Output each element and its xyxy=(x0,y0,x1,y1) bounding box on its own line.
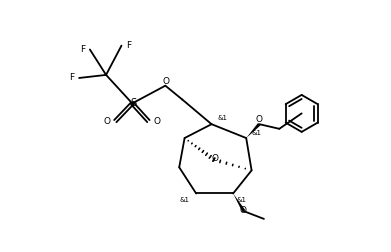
Polygon shape xyxy=(246,123,260,138)
Text: O: O xyxy=(104,117,111,126)
Text: &1: &1 xyxy=(180,197,190,203)
Text: O: O xyxy=(240,206,247,215)
Text: F: F xyxy=(69,74,75,82)
Text: F: F xyxy=(126,41,131,50)
Text: O: O xyxy=(153,117,160,126)
Polygon shape xyxy=(233,194,246,212)
Text: O: O xyxy=(256,115,263,124)
Text: S: S xyxy=(130,98,136,108)
Text: O: O xyxy=(163,77,170,86)
Text: &1: &1 xyxy=(251,131,262,136)
Text: F: F xyxy=(80,45,85,54)
Text: &1: &1 xyxy=(218,115,228,121)
Text: O: O xyxy=(212,154,219,163)
Text: &1: &1 xyxy=(236,197,246,203)
